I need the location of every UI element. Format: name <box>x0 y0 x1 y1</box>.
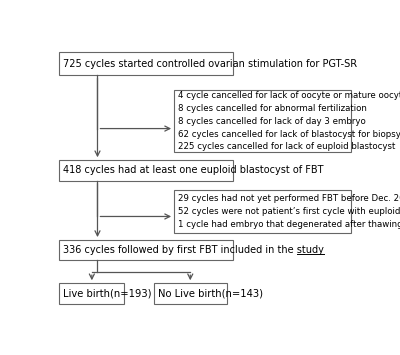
Text: 29 cycles had not yet performed FBT before Dec. 2022
52 cycles were not patient’: 29 cycles had not yet performed FBT befo… <box>178 194 400 229</box>
FancyBboxPatch shape <box>59 160 233 181</box>
Text: 418 cycles had at least one euploid blastocyst of FBT: 418 cycles had at least one euploid blas… <box>63 165 324 175</box>
Text: No Live birth(n=143): No Live birth(n=143) <box>158 288 262 299</box>
FancyBboxPatch shape <box>174 91 351 152</box>
FancyBboxPatch shape <box>154 283 227 304</box>
Text: 725 cycles started controlled ovarian stimulation for PGT-SR: 725 cycles started controlled ovarian st… <box>63 59 357 69</box>
Text: Live birth(n=193): Live birth(n=193) <box>63 288 152 299</box>
Text: 336 cycles followed by first FBT included in the study: 336 cycles followed by first FBT include… <box>63 245 324 255</box>
FancyBboxPatch shape <box>174 190 351 233</box>
FancyBboxPatch shape <box>59 52 233 75</box>
Text: 4 cycle cancelled for lack of oocyte or mature oocytes
8 cycles cancelled for ab: 4 cycle cancelled for lack of oocyte or … <box>178 91 400 151</box>
FancyBboxPatch shape <box>59 283 124 304</box>
FancyBboxPatch shape <box>59 240 233 260</box>
